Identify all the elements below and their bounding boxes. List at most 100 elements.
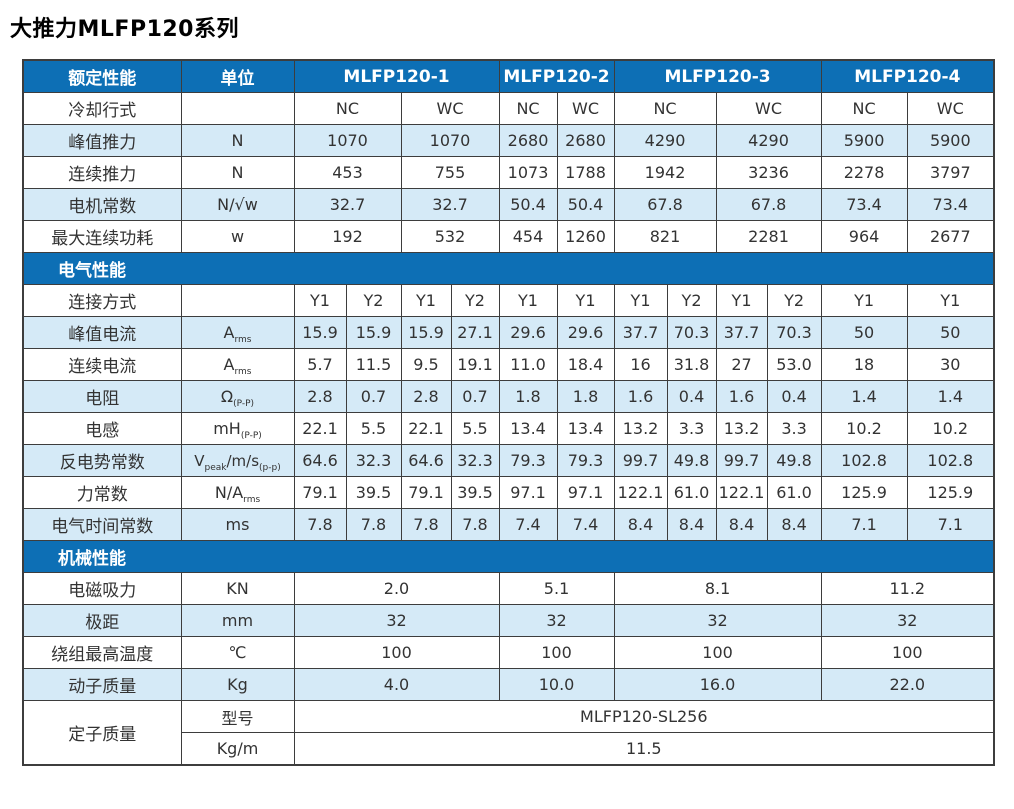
value-cell: Y1 [906, 284, 995, 317]
value-cell: 821 [613, 220, 717, 253]
value-cell: 100 [820, 636, 995, 669]
row-label: 峰值推力 [22, 124, 182, 157]
value-cell: 1.8 [498, 380, 558, 413]
unit-cell: N/Arms [180, 476, 295, 509]
value-cell: 32 [820, 604, 995, 637]
value-cell: 2.8 [400, 380, 452, 413]
table-row-resistance: 电阻 Ω(P-P) 2.8 0.7 2.8 0.7 1.8 1.8 1.6 0.… [22, 380, 995, 413]
table-row-electrical-time-constant: 电气时间常数 ms 7.8 7.8 7.8 7.8 7.4 7.4 8.4 8.… [22, 508, 995, 541]
value-cell: 29.6 [498, 316, 558, 349]
table-row-back-emf: 反电势常数 Vpeak/m/s(p-p) 64.6 32.3 64.6 32.3… [22, 444, 995, 477]
value-cell: 32 [498, 604, 615, 637]
table-row-attraction-force: 电磁吸力 KN 2.0 5.1 8.1 11.2 [22, 572, 995, 605]
row-label: 电机常数 [22, 188, 182, 221]
value-cell: Y2 [450, 284, 500, 317]
value-cell: 7.8 [293, 508, 347, 541]
value-cell: 2278 [820, 156, 908, 189]
value-cell: WC [556, 92, 615, 125]
header-rated-perf: 额定性能 [22, 59, 182, 93]
header-model-4: MLFP120-4 [820, 59, 995, 93]
value-cell: 70.3 [766, 316, 822, 349]
value-cell: 1.4 [820, 380, 908, 413]
value-cell: 125.9 [820, 476, 908, 509]
value-cell: 10.2 [820, 412, 908, 445]
unit-cell: Arms [180, 348, 295, 381]
value-cell: Y2 [666, 284, 717, 317]
value-cell: 102.8 [820, 444, 908, 477]
value-cell: 32 [613, 604, 822, 637]
table-row-pole-pitch: 极距 mm 32 32 32 32 [22, 604, 995, 637]
value-cell: 5.5 [345, 412, 402, 445]
value-cell: 0.4 [666, 380, 717, 413]
table-row-force-constant: 力常数 N/Arms 79.1 39.5 79.1 39.5 97.1 97.1… [22, 476, 995, 509]
value-cell: 15.9 [400, 316, 452, 349]
value-cell: 5900 [820, 124, 908, 157]
table-row-peak-current: 峰值电流 Arms 15.9 15.9 15.9 27.1 29.6 29.6 … [22, 316, 995, 349]
value-cell: 37.7 [613, 316, 668, 349]
value-cell: 122.1 [613, 476, 668, 509]
value-cell: 1070 [400, 124, 500, 157]
row-label: 电阻 [22, 380, 182, 413]
value-cell: 4290 [613, 124, 717, 157]
value-cell: 454 [498, 220, 558, 253]
value-cell: 32 [293, 604, 500, 637]
section-title: 电气性能 [22, 252, 995, 285]
value-cell: 19.1 [450, 348, 500, 381]
value-cell: 13.4 [498, 412, 558, 445]
row-label: 定子质量 [22, 700, 182, 766]
unit-cell: ℃ [180, 636, 295, 669]
value-cell: NC [293, 92, 402, 125]
row-label: 极距 [22, 604, 182, 637]
value-cell: 1788 [556, 156, 615, 189]
value-cell: 18.4 [556, 348, 615, 381]
table-row-max-winding-temp: 绕组最高温度 ℃ 100 100 100 100 [22, 636, 995, 669]
unit-cell: Vpeak/m/s(p-p) [180, 444, 295, 477]
value-cell: Y1 [613, 284, 668, 317]
value-cell: 99.7 [613, 444, 668, 477]
value-cell: 8.4 [666, 508, 717, 541]
value-cell: 79.1 [400, 476, 452, 509]
value-cell: 1260 [556, 220, 615, 253]
value-cell: 31.8 [666, 348, 717, 381]
value-cell: 5.1 [498, 572, 615, 605]
value-cell: 11.2 [820, 572, 995, 605]
value-cell: 7.1 [820, 508, 908, 541]
value-cell: 7.8 [400, 508, 452, 541]
spec-table: 额定性能 单位 MLFP120-1 MLFP120-2 MLFP120-3 ML… [22, 59, 996, 766]
value-cell: Y1 [820, 284, 908, 317]
row-label: 力常数 [22, 476, 182, 509]
value-cell: 22.1 [293, 412, 347, 445]
value-cell: 1.6 [613, 380, 668, 413]
value-cell: 10.2 [906, 412, 995, 445]
section-band-electrical: 电气性能 [22, 252, 995, 285]
value-cell: 49.8 [766, 444, 822, 477]
value-cell: 7.8 [345, 508, 402, 541]
row-label: 连接方式 [22, 284, 182, 317]
table-row-cooling: 冷却行式 NC WC NC WC NC WC NC WC [22, 92, 995, 125]
unit-cell: Ω(P-P) [180, 380, 295, 413]
value-cell: 0.4 [766, 380, 822, 413]
value-cell: 100 [498, 636, 615, 669]
value-cell: 67.8 [613, 188, 717, 221]
value-cell: 22.1 [400, 412, 452, 445]
value-cell: 49.8 [666, 444, 717, 477]
value-cell: 1942 [613, 156, 717, 189]
value-cell: 73.4 [906, 188, 995, 221]
value-cell: 50.4 [498, 188, 558, 221]
value-cell: 61.0 [666, 476, 717, 509]
value-cell: 30 [906, 348, 995, 381]
unit-cell: KN [180, 572, 295, 605]
row-label: 连续电流 [22, 348, 182, 381]
value-cell: 192 [293, 220, 402, 253]
value-cell: 8.1 [613, 572, 822, 605]
value-cell: 32.3 [450, 444, 500, 477]
value-cell: 9.5 [400, 348, 452, 381]
unit-cell: ms [180, 508, 295, 541]
value-cell: 16 [613, 348, 668, 381]
row-label: 电气时间常数 [22, 508, 182, 541]
value-cell: 79.3 [498, 444, 558, 477]
value-cell: 0.7 [450, 380, 500, 413]
value-cell: 27.1 [450, 316, 500, 349]
value-cell: 5.7 [293, 348, 347, 381]
value-cell: Y2 [345, 284, 402, 317]
